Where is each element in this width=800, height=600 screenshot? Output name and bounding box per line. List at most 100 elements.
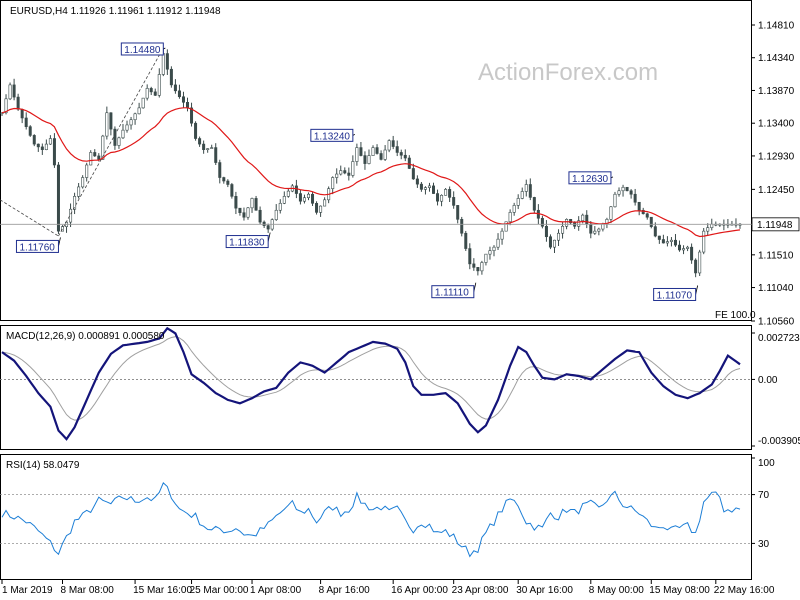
rsi-layer: [0, 482, 752, 558]
candle-body: [484, 253, 488, 263]
candle-body: [93, 152, 97, 157]
candle-body: [125, 124, 129, 131]
macd-y-tick-label: 0.002723: [758, 333, 800, 344]
candle-body: [387, 140, 391, 151]
candle-body: [569, 219, 573, 224]
candle-body: [56, 164, 60, 232]
candle-body: [415, 178, 419, 185]
macd-y-tick-label: -0.003905: [758, 436, 800, 447]
candle-body: [274, 209, 278, 220]
x-tick-label: 1 Apr 08:00: [250, 585, 302, 596]
candle-body: [403, 154, 407, 159]
candle-body: [682, 248, 686, 251]
candle-body: [69, 208, 73, 223]
candle-body: [230, 184, 234, 197]
candle-body: [593, 230, 597, 234]
candle-body: [561, 225, 565, 234]
candle-body: [198, 138, 202, 145]
price-y-tick-label: 1.11040: [758, 283, 794, 294]
candle-body: [641, 209, 645, 215]
candle-body: [476, 267, 480, 272]
candle-body: [254, 198, 258, 211]
annotation-box: [310, 128, 354, 142]
candle-body: [452, 197, 456, 206]
candle-body: [617, 190, 621, 195]
candle-body: [306, 193, 310, 199]
candle-body: [206, 148, 210, 150]
candle-body: [520, 191, 524, 199]
candle-body: [464, 232, 468, 249]
candle-body: [665, 241, 669, 244]
candle-body: [238, 207, 242, 213]
x-tick-label: 16 Apr 00:00: [391, 585, 448, 596]
candle-body: [311, 193, 315, 204]
candle-body: [528, 184, 532, 198]
candle-body: [73, 196, 77, 210]
candle-body: [169, 68, 173, 86]
price-y-tick-label: 1.10560: [758, 317, 795, 328]
candle-body: [645, 213, 649, 218]
candle-body: [113, 128, 117, 146]
candle-body: [129, 119, 133, 126]
candle-body: [363, 155, 367, 164]
candle-body: [524, 184, 528, 192]
candle-body: [407, 157, 411, 169]
macd-main-line: [1, 326, 741, 441]
candle-body: [331, 177, 335, 189]
candle-body: [621, 186, 625, 192]
rsi-line: [1, 482, 741, 558]
candle-body: [319, 205, 323, 213]
candle-body: [339, 170, 343, 175]
macd-layer: [0, 326, 752, 441]
candle-body: [472, 263, 476, 268]
candle-body: [101, 135, 105, 160]
candle-body: [512, 205, 516, 213]
candle-body: [133, 113, 137, 121]
trend-guide-left: [0, 199, 59, 237]
candle-body: [161, 53, 165, 75]
annotation-label: 1.11830: [229, 238, 265, 249]
candle-body: [258, 209, 262, 223]
candle-body: [690, 246, 694, 261]
candle-body: [581, 214, 585, 222]
price-panel-frame: [0, 0, 752, 321]
candle-body: [234, 196, 238, 209]
candle-body: [121, 129, 125, 139]
candle-body: [323, 199, 327, 207]
candle-body: [488, 250, 492, 255]
x-tick-label: 30 Apr 16:00: [516, 585, 573, 596]
candle-body: [186, 102, 190, 109]
candle-body: [355, 147, 359, 162]
annotation-box: [653, 287, 697, 301]
candle-body: [395, 146, 399, 153]
x-tick-label: 8 May 00:00: [589, 585, 644, 596]
annotation-box: [568, 171, 612, 185]
candle-body: [202, 143, 206, 150]
candle-body: [298, 193, 302, 202]
candle-body: [427, 185, 431, 188]
candle-body: [540, 217, 544, 227]
candle-body: [145, 88, 149, 99]
candle-body: [399, 152, 403, 156]
candle-body: [468, 248, 472, 265]
candle-body: [210, 147, 214, 149]
candle-body: [52, 138, 56, 166]
candle-body: [577, 220, 581, 227]
x-tick-label: 8 Apr 16:00: [319, 585, 371, 596]
candle-body: [669, 239, 673, 242]
x-tick-label: 8 Mar 08:00: [60, 585, 114, 596]
annotation-box: [120, 42, 164, 56]
rsi-panel-frame: [0, 454, 752, 580]
x-tick-label: 15 May 08:00: [649, 585, 710, 596]
candle-body: [480, 262, 484, 272]
trend-guide-up: [58, 47, 164, 237]
candle-body: [246, 207, 250, 218]
candle-body: [109, 112, 113, 130]
macd-title: MACD(12,26,9) 0.000891 0.000580: [6, 331, 165, 342]
current-price-label: 1.11948: [757, 220, 793, 231]
candle-body: [440, 194, 444, 202]
rsi-y-tick-label: 30: [758, 539, 770, 550]
candle-body: [194, 122, 198, 139]
candle-body: [282, 196, 286, 204]
price-y-tick-label: 1.12930: [758, 151, 795, 162]
